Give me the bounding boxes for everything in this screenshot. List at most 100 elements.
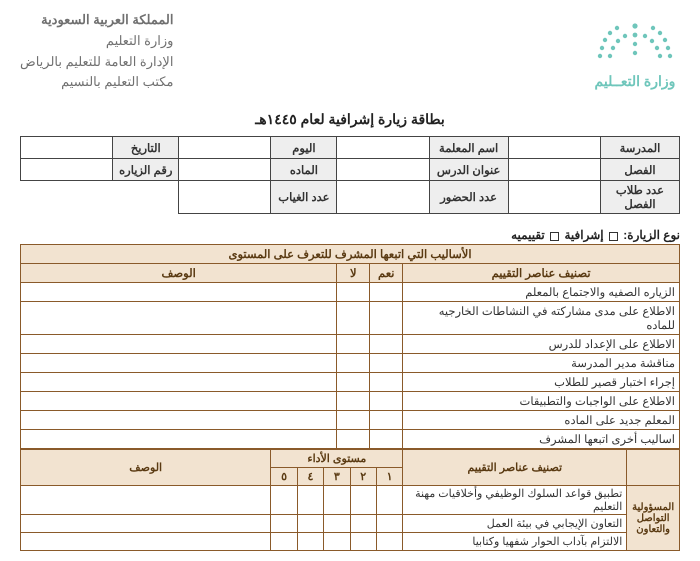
lbl-day: اليوم — [271, 137, 337, 159]
lbl-date: التاريخ — [113, 137, 179, 159]
score-5[interactable] — [271, 533, 297, 551]
visit-type-prefix: نوع الزيارة: — [623, 228, 680, 242]
perf-col-items: تصنيف عناصر التقييم — [403, 450, 627, 486]
method-item: اساليب أخرى اتبعها المشرف — [403, 430, 680, 449]
col-yes: نعم — [370, 264, 403, 283]
score-3[interactable] — [324, 515, 350, 533]
val-date[interactable] — [21, 137, 113, 159]
logo-text: وزارة التعــليم — [590, 73, 680, 90]
hdr-office: مكتب التعليم بالنسيم — [20, 72, 173, 93]
cell-yes[interactable] — [370, 411, 403, 430]
score-4[interactable] — [297, 533, 323, 551]
table-row: الاطلاع على مدى مشاركته في النشاطات الخا… — [21, 302, 680, 335]
cell-yes[interactable] — [370, 283, 403, 302]
score-4[interactable] — [297, 515, 323, 533]
table-row: اساليب أخرى اتبعها المشرف — [21, 430, 680, 449]
val-day[interactable] — [179, 137, 271, 159]
perf-col-level: مستوى الأداء — [271, 450, 403, 468]
score-2[interactable] — [350, 486, 376, 515]
checkbox-evaluative[interactable] — [550, 232, 559, 241]
cell-desc[interactable] — [21, 302, 337, 335]
page-title: بطاقة زيارة إشرافية لعام ١٤٤٥هـ — [20, 111, 680, 128]
score-3[interactable] — [324, 533, 350, 551]
cell-desc[interactable] — [21, 354, 337, 373]
val-students[interactable] — [508, 181, 600, 214]
table-row: المدرسة اسم المعلمة اليوم التاريخ — [21, 137, 680, 159]
header-org-block: المملكة العربية السعودية وزارة التعليم ا… — [20, 10, 173, 93]
cell-desc[interactable] — [21, 335, 337, 354]
val-class[interactable] — [508, 159, 600, 181]
visit-type-opt2: تقييميه — [511, 228, 545, 242]
cell-no[interactable] — [337, 354, 370, 373]
table-row: الزياره الصفيه والاجتماع بالمعلم — [21, 283, 680, 302]
method-item: مناقشة مدير المدرسة — [403, 354, 680, 373]
visit-type-opt1: إشرافية — [564, 228, 603, 242]
page-header: وزارة التعــليم المملكة العربية السعودية… — [20, 10, 680, 93]
lvl-3: ٣ — [324, 468, 350, 486]
cell-no[interactable] — [337, 335, 370, 354]
cell-no[interactable] — [337, 302, 370, 335]
checkbox-supervisory[interactable] — [609, 232, 618, 241]
table-row: الاطلاع على الإعداد للدرس — [21, 335, 680, 354]
cell-desc[interactable] — [21, 283, 337, 302]
score-4[interactable] — [297, 486, 323, 515]
methods-section-title: الأساليب التي اتبعها المشرف للتعرف على ا… — [21, 245, 680, 264]
score-5[interactable] — [271, 486, 297, 515]
lbl-visitno: رقم الزياره — [113, 159, 179, 181]
cell-yes[interactable] — [370, 373, 403, 392]
logo-dots-icon — [590, 16, 680, 64]
cell-desc[interactable] — [21, 373, 337, 392]
val-visitno[interactable] — [21, 159, 113, 181]
cell-yes[interactable] — [370, 335, 403, 354]
methods-table: الأساليب التي اتبعها المشرف للتعرف على ا… — [20, 244, 680, 449]
cell-desc[interactable] — [21, 411, 337, 430]
score-3[interactable] — [324, 486, 350, 515]
score-5[interactable] — [271, 515, 297, 533]
lvl-5: ٥ — [271, 468, 297, 486]
visit-type-line: نوع الزيارة: إشرافية تقييميه — [20, 228, 680, 242]
cell-desc[interactable] — [21, 430, 337, 449]
score-1[interactable] — [376, 486, 402, 515]
val-absent[interactable] — [179, 181, 271, 214]
score-2[interactable] — [350, 515, 376, 533]
col-desc: الوصف — [21, 264, 337, 283]
val-present[interactable] — [337, 181, 429, 214]
col-no: لا — [337, 264, 370, 283]
cell-desc[interactable] — [21, 392, 337, 411]
perf-item: الالتزام بآداب الحوار شفهيا وكتابيا — [403, 533, 627, 551]
lbl-lesson: عنوان الدرس — [429, 159, 508, 181]
val-school[interactable] — [508, 137, 600, 159]
perf-item: تطبيق قواعد السلوك الوظيفي وأخلاقيات مهن… — [403, 486, 627, 515]
table-row: مناقشة مدير المدرسة — [21, 354, 680, 373]
method-item: المعلم جديد على الماده — [403, 411, 680, 430]
val-lesson[interactable] — [337, 159, 429, 181]
perf-desc[interactable] — [21, 515, 271, 533]
method-item: الاطلاع على مدى مشاركته في النشاطات الخا… — [403, 302, 680, 335]
val-subject[interactable] — [179, 159, 271, 181]
lbl-absent: عدد الغياب — [271, 181, 337, 214]
cell-no[interactable] — [337, 373, 370, 392]
hdr-country: المملكة العربية السعودية — [20, 10, 173, 31]
perf-side-label: المسؤوليةالتواصلوالتعاون — [627, 486, 680, 551]
score-1[interactable] — [376, 515, 402, 533]
cell-no[interactable] — [337, 411, 370, 430]
cell-yes[interactable] — [370, 302, 403, 335]
cell-no[interactable] — [337, 430, 370, 449]
cell-yes[interactable] — [370, 354, 403, 373]
method-item: الاطلاع على الواجبات والتطبيقات — [403, 392, 680, 411]
table-row: المسؤوليةالتواصلوالتعاونتطبيق قواعد السل… — [21, 486, 680, 515]
score-2[interactable] — [350, 533, 376, 551]
hdr-admin: الإدارة العامة للتعليم بالرياض — [20, 52, 173, 73]
val-teacher[interactable] — [337, 137, 429, 159]
lbl-present: عدد الحضور — [429, 181, 508, 214]
cell-no[interactable] — [337, 283, 370, 302]
score-1[interactable] — [376, 533, 402, 551]
cell-yes[interactable] — [370, 430, 403, 449]
perf-desc[interactable] — [21, 486, 271, 515]
lvl-1: ١ — [376, 468, 402, 486]
method-item: إجراء اختبار قصير للطلاب — [403, 373, 680, 392]
cell-yes[interactable] — [370, 392, 403, 411]
perf-desc[interactable] — [21, 533, 271, 551]
lvl-2: ٢ — [350, 468, 376, 486]
cell-no[interactable] — [337, 392, 370, 411]
